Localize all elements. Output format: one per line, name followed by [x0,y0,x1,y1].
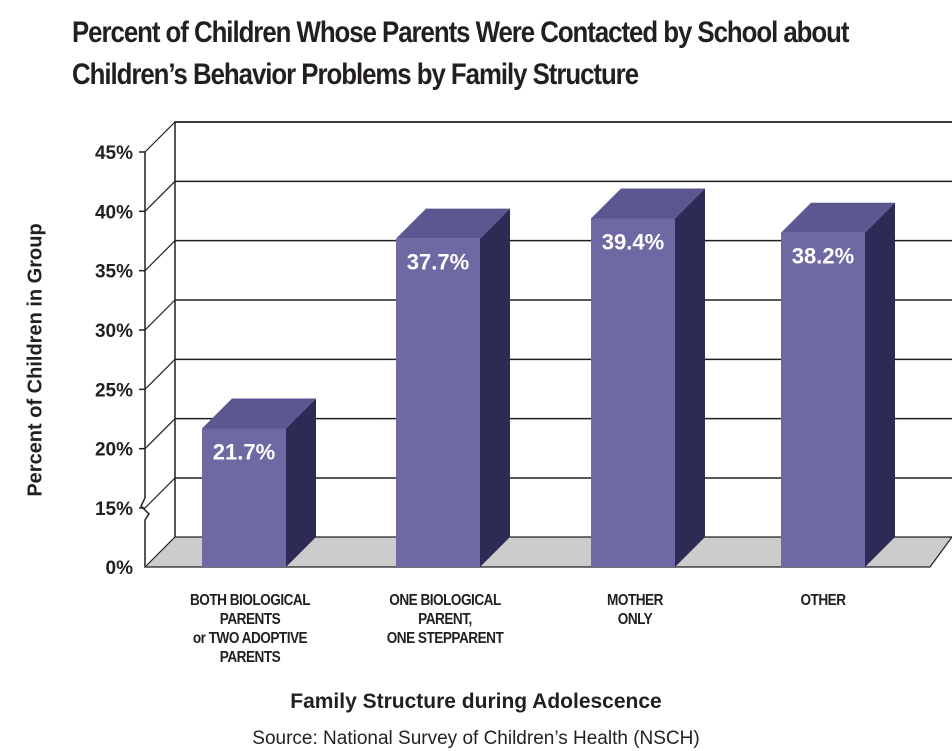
bar-top [202,398,316,429]
bar [202,428,286,567]
y-tick-label: 45% [95,143,133,164]
bar [396,238,480,568]
bar-side [480,208,510,568]
x-category-label: MOTHER ONLY [559,591,712,629]
x-category-label-line: PARENTS [219,611,281,628]
y-tick-label: 20% [95,440,133,461]
bar [781,232,865,567]
y-tick-label: 30% [95,321,133,342]
x-category-label: ONE BIOLOGICAL PARENT, ONE STEPPARENT [369,591,522,648]
x-category-label-line: OTHER [800,592,846,609]
bar-value-label: 39.4% [602,229,664,254]
bar-side [286,398,316,567]
y-tick-label: 25% [95,380,133,401]
bar-top [396,208,510,239]
x-category-label-line: ONLY [617,611,653,628]
y-tick-label: 15% [95,499,133,520]
x-category-label-line: ONE STEPPARENT [386,630,504,647]
x-category-label: OTHER [747,591,900,610]
bar-top [591,188,705,219]
x-category-label: BOTH BIOLOGICAL PARENTS or TWO ADOPTIVE PAR… [174,591,327,667]
bar-value-label: 37.7% [407,250,469,275]
x-category-label-line: PARENT, [418,611,472,628]
x-category-label-line: BOTH BIOLOGICAL [189,592,311,609]
y-tick-label: 0% [106,558,134,579]
axis-break [140,497,150,567]
bar-top [781,202,895,233]
source-note: Source: National Survey of Children’s He… [252,728,700,749]
x-axis-label: Family Structure during Adolescence [290,690,662,713]
gridline-depth [144,299,176,331]
gridline-depth [144,477,176,509]
bar-side [865,202,895,567]
bar-side [675,188,705,567]
gridline-depth [144,121,176,153]
gridline-depth [144,180,176,212]
chart-title: Percent of Children Whose Parents Were C… [72,12,849,96]
gridline-depth [144,240,176,272]
gridline-depth [144,358,176,390]
y-tick-label: 40% [95,202,133,223]
bar-value-label: 38.2% [792,244,854,269]
x-category-label-line: ONE BIOLOGICAL [389,592,501,609]
gridline-depth [144,418,176,450]
bar [591,218,675,567]
chart-title-line-2: Children’s Behavior Problems by Family S… [72,58,639,91]
x-category-label-line: PARENTS [219,649,281,666]
x-category-label-line: MOTHER [607,592,663,609]
chart-title-line-1: Percent of Children Whose Parents Were C… [72,16,849,49]
x-category-label-line: or TWO ADOPTIVE [192,630,308,647]
bar-value-label: 21.7% [213,439,275,464]
y-tick-label: 35% [95,262,133,283]
